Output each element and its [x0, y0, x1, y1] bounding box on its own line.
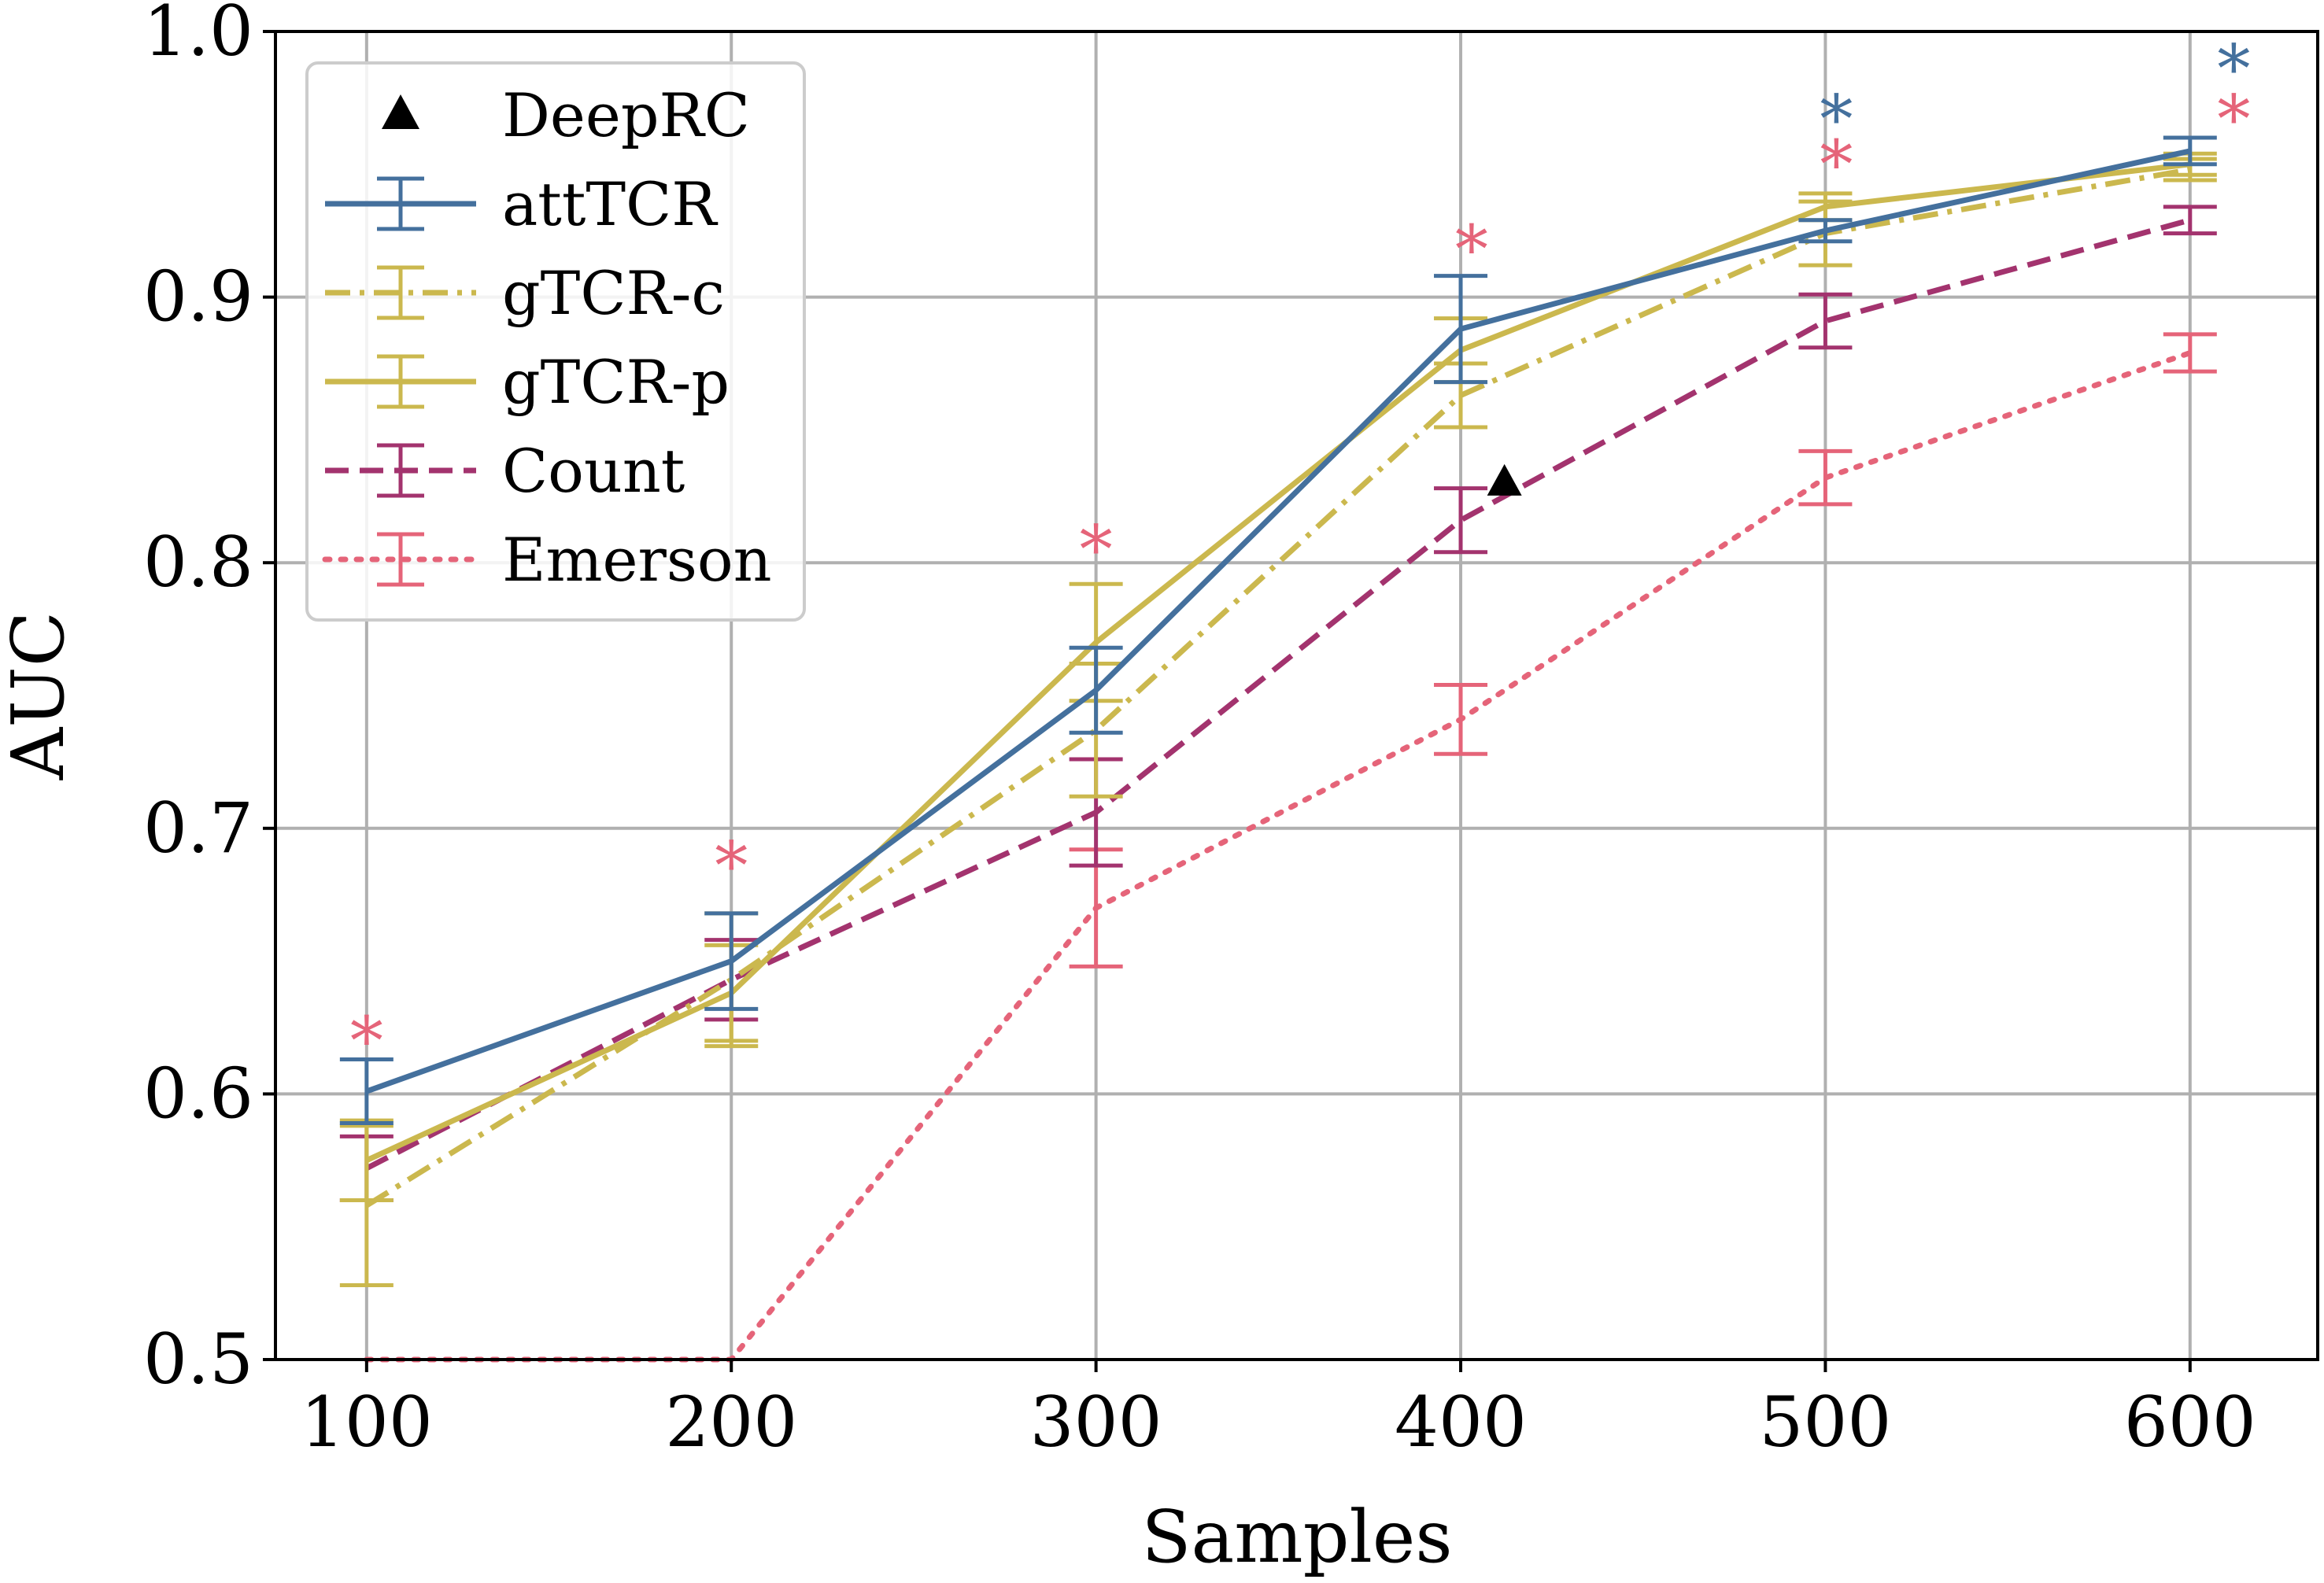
legend-item: attTCR — [325, 169, 719, 239]
legend-item: gTCR-p — [325, 347, 730, 417]
series-line-count — [365, 217, 2191, 1172]
y-tick-label: 0.7 — [143, 788, 253, 869]
axis-ticks: 100 200 300 400 500 600 0.5 0.6 0.7 0.8 0.9 1.0 — [143, 0, 2256, 1463]
legend-label: attTCR — [502, 169, 719, 239]
significance-asterisk: * — [1080, 511, 1113, 589]
x-tick-label: 400 — [1395, 1382, 1527, 1463]
y-axis-label: AUC — [0, 611, 80, 780]
x-tick-label: 300 — [1030, 1382, 1162, 1463]
legend-item: Count — [325, 436, 685, 506]
y-tick-label: 0.9 — [143, 256, 253, 338]
series-group — [339, 135, 2217, 1363]
y-tick-label: 0.5 — [143, 1319, 253, 1400]
significance-asterisk: * — [2217, 81, 2250, 158]
series-line-gtcr-c — [365, 167, 2191, 1208]
deeprc-marker — [1487, 463, 1522, 496]
legend-item: gTCR-c — [325, 258, 725, 328]
legend-marker — [382, 94, 419, 129]
legend-label: Count — [502, 436, 685, 506]
plot-frame — [274, 30, 2319, 1361]
legend-item: DeepRC — [382, 80, 750, 150]
legend-label: Emerson — [502, 525, 772, 595]
annotation-group: ******** — [350, 31, 2251, 1080]
significance-asterisk: * — [2217, 31, 2250, 108]
legend-item: Emerson — [322, 525, 772, 595]
x-tick-label: 500 — [1759, 1382, 1891, 1463]
legend: DeepRC attTCR gTCR-c gTCR-p Count Emerson — [305, 61, 806, 622]
significance-asterisk: * — [1455, 211, 1488, 288]
significance-asterisk: * — [350, 1002, 383, 1079]
y-tick-label: 0.8 — [143, 522, 253, 603]
legend-label: gTCR-p — [502, 347, 730, 417]
x-tick-label: 100 — [301, 1382, 433, 1463]
legend-label: gTCR-c — [502, 258, 725, 328]
marker-group — [1487, 463, 1522, 496]
series-line-gtcr-p — [365, 161, 2191, 1163]
x-axis-label: Samples — [1141, 1495, 1452, 1579]
x-tick-label: 200 — [665, 1382, 797, 1463]
x-tick-label: 600 — [2124, 1382, 2256, 1463]
significance-asterisk: * — [715, 827, 748, 904]
series-atttcr — [339, 135, 2217, 1126]
legend-label: DeepRC — [502, 80, 750, 150]
series-line-atttcr — [365, 148, 2191, 1094]
y-tick-label: 0.6 — [143, 1053, 253, 1134]
significance-asterisk: * — [1820, 81, 1853, 158]
y-tick-label: 1.0 — [143, 0, 253, 72]
significance-asterisk: * — [1820, 126, 1853, 203]
